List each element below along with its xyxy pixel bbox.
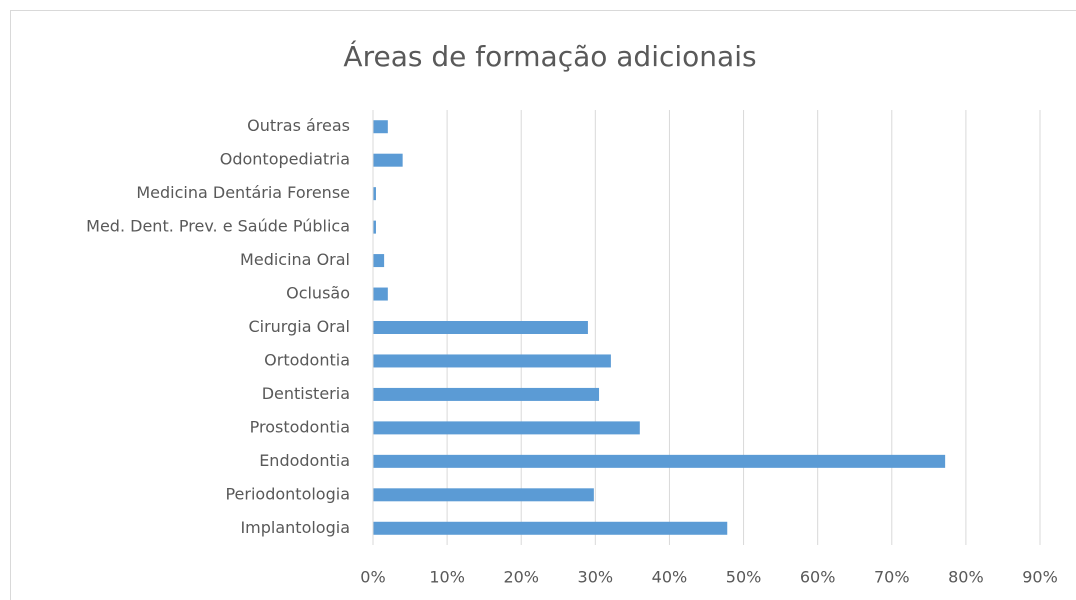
bar xyxy=(373,220,376,234)
bar xyxy=(373,354,611,368)
y-tick-label: Dentisteria xyxy=(262,384,350,403)
y-tick-label: Ortodontia xyxy=(264,350,350,369)
x-tick-label: 60% xyxy=(800,568,836,587)
bar xyxy=(373,120,388,134)
x-tick-label: 30% xyxy=(578,568,614,587)
x-tick-label: 10% xyxy=(429,568,465,587)
y-tick-label: Med. Dent. Prev. e Saúde Pública xyxy=(86,217,350,236)
bar xyxy=(373,387,600,401)
bar xyxy=(373,454,946,468)
chart-frame xyxy=(10,10,1076,600)
x-tick-label: 90% xyxy=(1022,568,1058,587)
y-tick-label: Medicina Oral xyxy=(240,250,350,269)
y-tick-label: Endodontia xyxy=(259,451,350,470)
bar xyxy=(373,321,588,334)
x-tick-label: 70% xyxy=(874,568,910,587)
x-tick-label: 20% xyxy=(503,568,539,587)
y-tick-label: Periodontologia xyxy=(225,484,350,503)
bar xyxy=(373,488,594,502)
bar xyxy=(373,187,376,201)
bar xyxy=(373,254,385,268)
y-tick-label: Implantologia xyxy=(240,518,350,537)
x-tick-label: 50% xyxy=(726,568,762,587)
y-tick-label: Prostodontia xyxy=(250,417,350,436)
bar xyxy=(373,421,640,435)
y-tick-label: Oclusão xyxy=(286,284,350,303)
y-tick-label: Odontopediatria xyxy=(220,150,350,169)
y-tick-label: Outras áreas xyxy=(247,116,350,135)
bar xyxy=(373,521,728,535)
x-tick-label: 0% xyxy=(360,568,385,587)
x-tick-label: 40% xyxy=(652,568,688,587)
bar xyxy=(373,287,388,301)
bar xyxy=(373,153,403,167)
x-tick-label: 80% xyxy=(948,568,984,587)
chart-title: Áreas de formação adicionais xyxy=(343,39,756,73)
y-tick-label: Cirurgia Oral xyxy=(248,317,350,336)
y-tick-label: Medicina Dentária Forense xyxy=(136,183,350,202)
